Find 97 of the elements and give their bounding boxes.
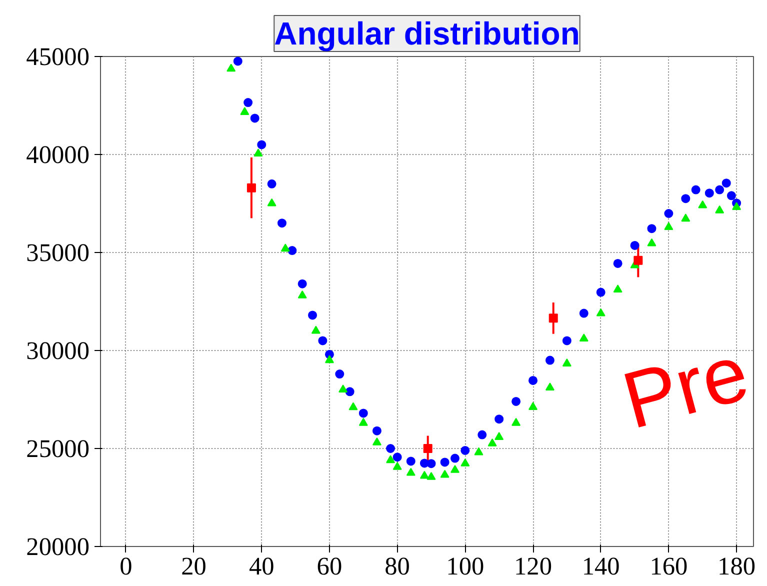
point [372, 426, 382, 436]
point [664, 222, 674, 230]
point [528, 402, 538, 410]
point [277, 218, 286, 228]
point [267, 198, 276, 206]
point [288, 246, 297, 256]
y-tick-label: 40000 [26, 141, 90, 169]
point [647, 238, 656, 246]
point [494, 414, 504, 424]
x-tick-label: 100 [446, 552, 484, 580]
x-tick-label: 120 [514, 552, 552, 580]
point [233, 56, 242, 66]
point [630, 240, 640, 250]
y-tick-label: 20000 [26, 533, 90, 561]
point [392, 452, 402, 462]
point [358, 418, 368, 426]
point [512, 418, 521, 426]
point [244, 98, 253, 108]
point [596, 308, 606, 316]
point [257, 140, 266, 150]
point [450, 464, 460, 473]
point [460, 458, 470, 466]
point [562, 358, 572, 366]
point [528, 376, 538, 385]
x-tick-label: 180 [718, 552, 756, 580]
point [681, 214, 690, 222]
point [512, 396, 521, 406]
x-tick-label: 0 [120, 552, 132, 580]
y-tick-label: 30000 [26, 337, 90, 365]
point [647, 224, 656, 234]
point [240, 107, 250, 115]
point [426, 472, 436, 480]
point [318, 336, 328, 346]
point [372, 438, 382, 446]
point [335, 370, 344, 379]
point [406, 468, 416, 476]
point [545, 382, 554, 391]
x-tick-label: 80 [384, 552, 410, 580]
point [715, 185, 724, 194]
point [250, 114, 260, 123]
point [280, 244, 290, 252]
point [478, 430, 487, 440]
point [460, 446, 470, 455]
point [267, 179, 276, 188]
point [664, 209, 674, 218]
point [348, 402, 358, 410]
point [596, 288, 606, 297]
point [634, 256, 643, 265]
point [450, 454, 460, 463]
point [423, 444, 432, 453]
point [311, 326, 320, 334]
x-tick-label: 40 [248, 552, 274, 580]
point [613, 258, 622, 268]
point [246, 183, 256, 192]
point [488, 438, 497, 446]
point [726, 191, 736, 200]
point [548, 314, 558, 323]
x-tick-label: 140 [582, 552, 620, 580]
x-tick-label: 20 [181, 552, 206, 580]
x-tick-label: 160 [650, 552, 688, 580]
point [715, 205, 724, 214]
x-tick-label: 60 [316, 552, 342, 580]
point [298, 279, 307, 288]
point [545, 356, 554, 365]
point [579, 334, 588, 342]
chart-title: Angular distribution [274, 16, 580, 52]
point [474, 447, 484, 456]
point [386, 455, 396, 464]
point [494, 432, 504, 440]
point [298, 290, 307, 298]
point [386, 444, 396, 453]
point [440, 458, 450, 467]
annotation: Pre [614, 327, 758, 446]
point [324, 355, 334, 364]
point [613, 284, 622, 293]
point [691, 185, 700, 194]
y-tick-label: 35000 [26, 239, 90, 267]
point [392, 462, 402, 470]
point [254, 148, 263, 157]
point [704, 188, 714, 198]
point [420, 470, 429, 479]
point [345, 387, 354, 396]
point [562, 336, 572, 346]
point [681, 194, 690, 204]
y-tick-label: 45000 [26, 43, 90, 71]
y-tick-label: 25000 [26, 435, 90, 463]
point [698, 200, 708, 208]
point [579, 308, 588, 318]
point [406, 456, 416, 466]
point [338, 384, 348, 393]
point [722, 178, 731, 188]
point [308, 310, 318, 320]
point [440, 470, 450, 478]
point [426, 459, 436, 468]
point [358, 408, 368, 418]
point [226, 64, 236, 72]
point [732, 202, 742, 210]
